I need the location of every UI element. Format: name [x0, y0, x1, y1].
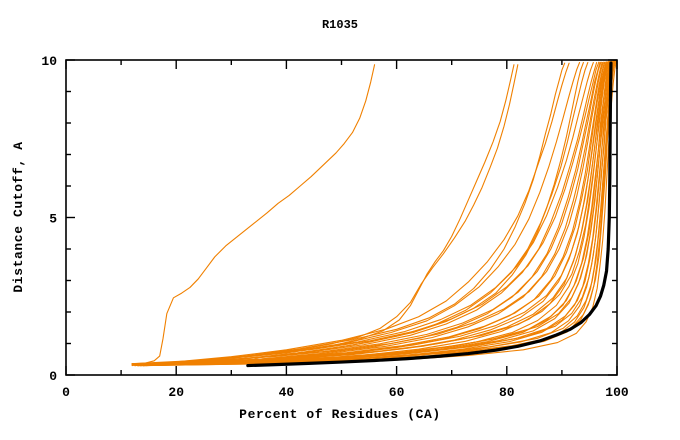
prediction-curve [139, 61, 598, 367]
prediction-curve [131, 60, 615, 365]
prediction-curve [134, 61, 602, 366]
prediction-curve [134, 61, 606, 366]
x-tick-label: 60 [389, 385, 405, 400]
prediction-curve [131, 60, 613, 365]
prediction-curve [131, 62, 570, 366]
x-axis-label: Percent of Residues (CA) [239, 407, 441, 422]
y-tick-label: 0 [49, 369, 57, 384]
prediction-curve [131, 61, 610, 365]
x-tick-label: 80 [499, 385, 515, 400]
y-tick-label: 5 [49, 212, 57, 227]
prediction-curve [131, 64, 376, 367]
axes-layer [65, 59, 618, 376]
prediction-curve [131, 61, 594, 365]
x-tick-label: 40 [279, 385, 295, 400]
y-axis-label: Distance Cutoff, A [11, 141, 26, 292]
prediction-curve [142, 61, 601, 367]
tick-labels: 0 20 40 60 80 100 0 5 10 [41, 54, 629, 400]
x-tick-label: 20 [168, 385, 184, 400]
series-layer [131, 60, 617, 368]
prediction-curve [131, 61, 604, 365]
x-tick-label: 100 [605, 385, 629, 400]
chart-title: R1035 [322, 18, 358, 32]
prediction-curve [131, 61, 600, 365]
y-tick-label: 10 [41, 54, 57, 69]
reference-curve [246, 61, 613, 368]
prediction-curve [137, 61, 584, 367]
prediction-curve [134, 62, 566, 366]
x-tick-label: 0 [62, 385, 70, 400]
prediction-curve [131, 61, 608, 365]
prediction-curve [137, 61, 603, 367]
